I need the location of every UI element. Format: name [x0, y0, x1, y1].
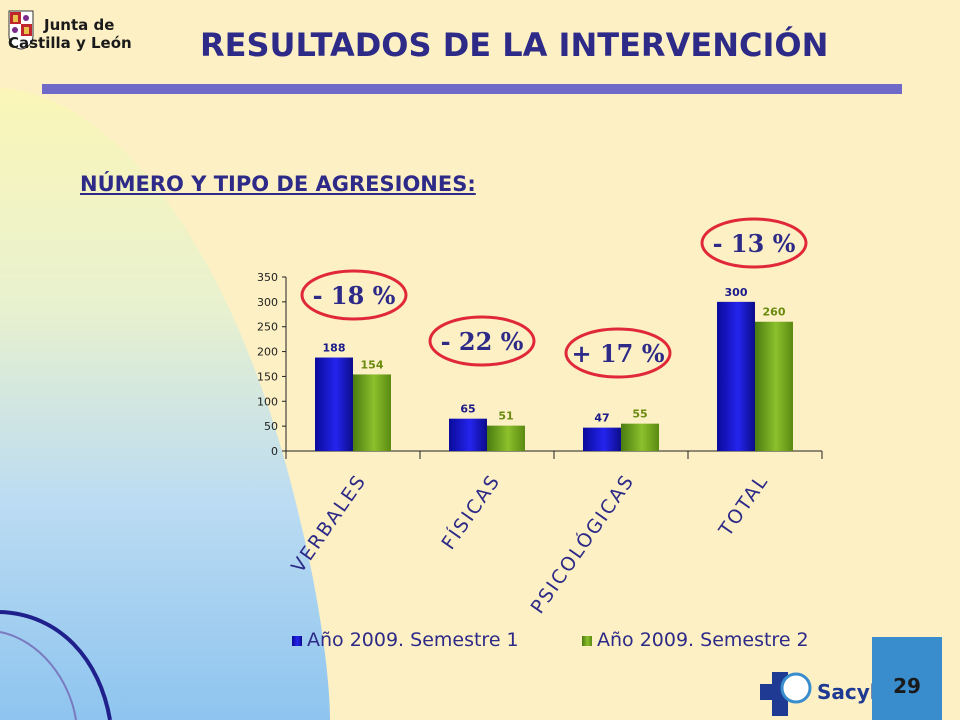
annotation-label: - 22 %: [441, 327, 524, 356]
data-label: 51: [498, 410, 513, 423]
logo-line2: Castilla y León: [8, 34, 132, 52]
bar-2: [621, 423, 659, 451]
data-label: 55: [632, 408, 647, 421]
legend-swatch: [582, 636, 592, 646]
data-label: 188: [323, 342, 346, 355]
category-label: FÍSICAS: [437, 470, 505, 554]
annotation-label: - 13 %: [713, 229, 796, 258]
title-underline-bar: [42, 84, 902, 94]
legend-swatch: [292, 636, 302, 646]
legend-label: Año 2009. Semestre 1: [307, 629, 519, 651]
y-tick-label: 350: [257, 271, 278, 284]
shield-icon: [8, 10, 34, 50]
bar-1: [315, 357, 353, 451]
y-tick-label: 250: [257, 321, 278, 334]
logo-line1: Junta de: [44, 16, 115, 34]
page-number: 29: [893, 674, 921, 698]
sacyl-brand: Sacyl: [817, 680, 877, 704]
data-label: 300: [725, 286, 748, 299]
bar-1: [583, 427, 621, 451]
y-tick-label: 200: [257, 346, 278, 359]
sacyl-cross-icon: [760, 672, 812, 716]
annotation-label: - 18 %: [313, 281, 396, 310]
bar-1: [449, 418, 487, 451]
legend-label: Año 2009. Semestre 2: [597, 629, 809, 651]
annotation-label: + 17 %: [571, 339, 664, 368]
y-tick-label: 300: [257, 296, 278, 309]
y-tick-label: 100: [257, 395, 278, 408]
category-label: PSICOLÓGICAS: [525, 469, 639, 618]
annotation-circle: [564, 327, 672, 379]
y-tick-label: 0: [271, 445, 278, 458]
bar-2: [353, 374, 391, 451]
logo-text: Junta de Castilla y León: [8, 16, 132, 52]
bar-2: [755, 321, 793, 451]
category-label: VERBALES: [287, 470, 371, 577]
annotation-circle: [428, 315, 536, 367]
y-tick-label: 50: [264, 420, 278, 433]
page-number-box: [872, 637, 942, 720]
data-label: 154: [361, 358, 384, 371]
data-label: 65: [460, 403, 475, 416]
data-label: 260: [763, 306, 786, 319]
chart-subtitle: NÚMERO Y TIPO DE AGRESIONES:: [80, 172, 476, 196]
y-tick-label: 150: [257, 370, 278, 383]
bar-1: [717, 301, 755, 451]
data-label: 47: [594, 412, 609, 425]
annotation-circle: [300, 269, 408, 321]
annotation-circle: [700, 217, 808, 269]
bar-2: [487, 425, 525, 451]
junta-logo: Junta de Castilla y León: [8, 8, 132, 72]
category-label: TOTAL: [714, 470, 773, 541]
page-title: RESULTADOS DE LA INTERVENCIÓN: [200, 26, 829, 64]
